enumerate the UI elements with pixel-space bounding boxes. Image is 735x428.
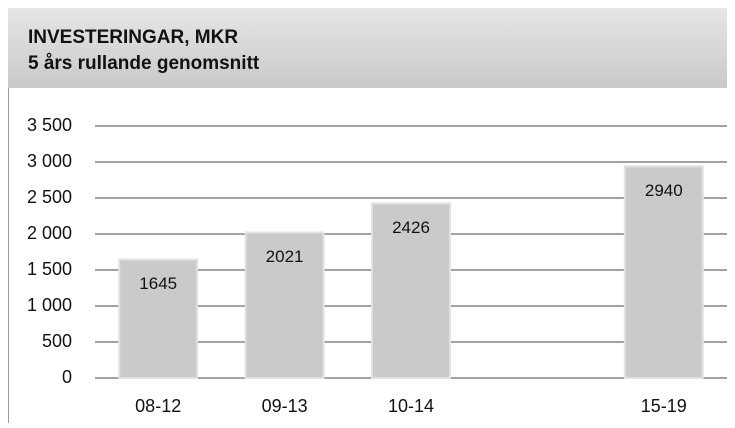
x-tick-label: 08-12 — [135, 396, 181, 416]
y-tick-label: 3 000 — [27, 151, 72, 171]
bar — [623, 165, 704, 379]
y-tick-label: 3 500 — [27, 115, 72, 135]
y-tick-label: 1 500 — [27, 259, 72, 279]
x-tick-label: 15-19 — [641, 396, 687, 416]
bar — [371, 202, 451, 379]
header-box — [8, 8, 727, 88]
chart-title: INVESTERINGAR, MKR — [28, 27, 238, 48]
chart-subtitle: 5 års rullande genomsnitt — [28, 53, 260, 74]
y-tick-label: 500 — [42, 331, 72, 351]
y-tick-label: 2 500 — [27, 187, 72, 207]
bar — [118, 258, 199, 379]
value-label: 1645 — [139, 274, 177, 293]
y-tick-label: 1 000 — [27, 295, 72, 315]
y-tick-label: 2 000 — [27, 223, 72, 243]
x-tick-label: 09-13 — [262, 396, 308, 416]
value-label: 2940 — [645, 181, 683, 200]
bar — [244, 231, 325, 379]
value-label: 2021 — [266, 247, 304, 266]
x-tick-label: 10-14 — [388, 396, 434, 416]
y-tick-label: 0 — [62, 367, 72, 387]
value-label: 2426 — [392, 218, 430, 237]
